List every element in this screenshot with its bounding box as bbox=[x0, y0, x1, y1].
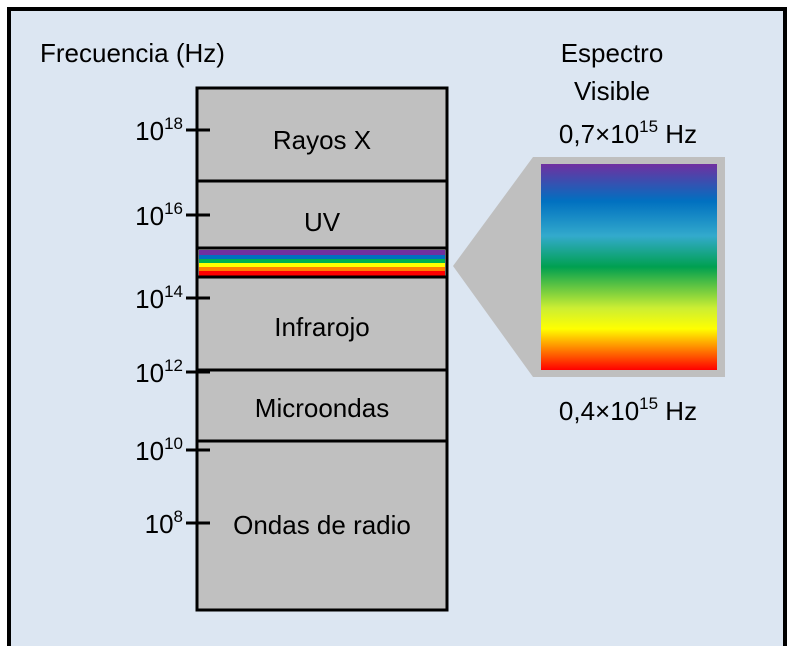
visible-band bbox=[199, 250, 445, 276]
mantissa: 0,4×10 bbox=[559, 396, 639, 426]
tick-label: 1014 bbox=[135, 282, 183, 314]
tick-base: 10 bbox=[135, 284, 164, 314]
tick-label: 1016 bbox=[135, 199, 183, 231]
tick-base: 10 bbox=[135, 358, 164, 388]
visible-title: Visible bbox=[574, 76, 650, 106]
exponent: 15 bbox=[639, 394, 658, 413]
tick-exponent: 12 bbox=[164, 356, 183, 375]
tick-exponent: 16 bbox=[164, 199, 183, 218]
tick-label: 108 bbox=[145, 507, 183, 539]
visible-top-label: 0,7×1015 Hz bbox=[559, 117, 697, 149]
zoom-wedge bbox=[453, 157, 533, 377]
region-label: Microondas bbox=[255, 393, 389, 423]
unit: Hz bbox=[658, 119, 697, 149]
region-label: UV bbox=[304, 207, 341, 237]
tick-base: 10 bbox=[135, 201, 164, 231]
tick-exponent: 14 bbox=[164, 282, 183, 301]
tick-label: 1010 bbox=[135, 434, 183, 466]
tick-base: 10 bbox=[145, 509, 174, 539]
tick-base: 10 bbox=[135, 116, 164, 146]
unit: Hz bbox=[658, 396, 697, 426]
axis-label: Frecuencia (Hz) bbox=[40, 38, 225, 68]
tick-label: 1012 bbox=[135, 356, 183, 388]
mantissa: 0,7×10 bbox=[559, 119, 639, 149]
tick-exponent: 8 bbox=[174, 507, 183, 526]
visible-title: Espectro bbox=[561, 38, 664, 68]
visible-gradient bbox=[541, 164, 717, 370]
tick-base: 10 bbox=[135, 436, 164, 466]
region-label: Infrarojo bbox=[274, 312, 369, 342]
tick-exponent: 18 bbox=[164, 114, 183, 133]
dividers bbox=[197, 179, 447, 443]
tick-exponent: 10 bbox=[164, 434, 183, 453]
tick-label: 1018 bbox=[135, 114, 183, 146]
exponent: 15 bbox=[639, 117, 658, 136]
region-label: Rayos X bbox=[273, 125, 371, 155]
spectrum-column bbox=[195, 86, 449, 612]
region-label: Ondas de radio bbox=[233, 510, 411, 540]
visible-bottom-label: 0,4×1015 Hz bbox=[559, 394, 697, 426]
